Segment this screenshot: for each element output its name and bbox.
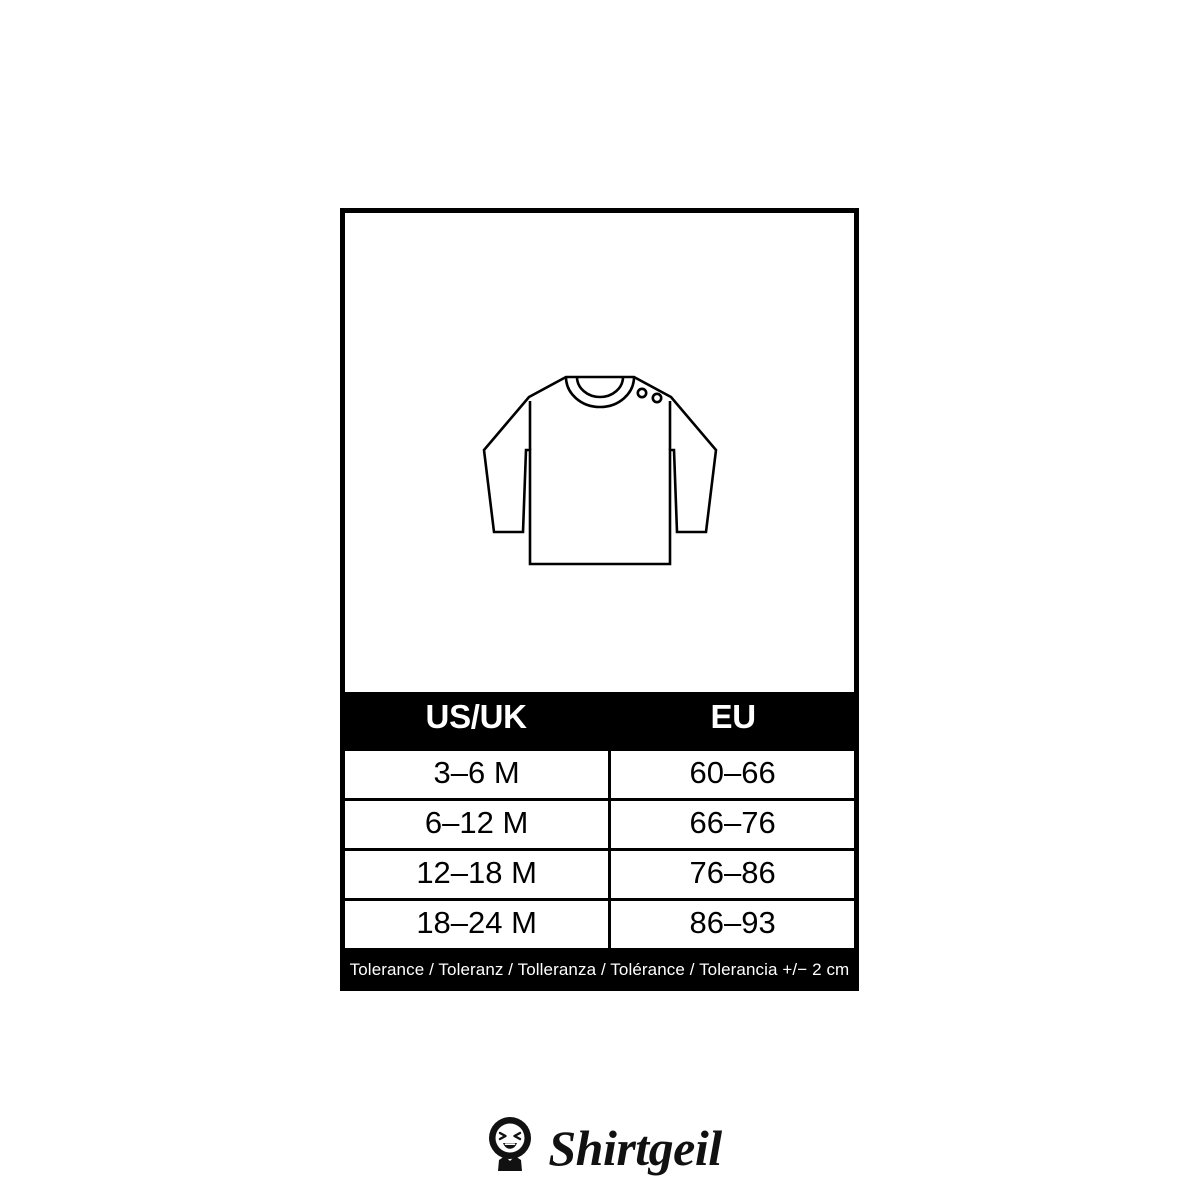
table-header-row: US/UK EU <box>342 692 857 750</box>
tolerance-note: Tolerance / Toleranz / Tolleranza / Tolé… <box>342 949 857 991</box>
table-row: 3–6 M 60–66 <box>339 748 859 801</box>
table-row: 18–24 M 86–93 <box>339 898 859 951</box>
long-sleeve-baby-shirt-icon <box>482 375 717 566</box>
cell-eu: 86–93 <box>608 898 859 951</box>
size-table: US/UK EU 3–6 M 60–66 6–12 M 66–76 12–18 … <box>339 692 859 991</box>
table-row: 6–12 M 66–76 <box>339 798 859 851</box>
cell-eu: 76–86 <box>608 848 859 901</box>
garment-illustration-area <box>345 213 854 723</box>
smiling-face-mascot-icon <box>489 1117 532 1171</box>
size-chart-frame: US/UK EU 3–6 M 60–66 6–12 M 66–76 12–18 … <box>339 208 859 991</box>
column-header-us-uk: US/UK <box>342 692 610 750</box>
cell-us-uk: 12–18 M <box>339 848 612 901</box>
table-row: 12–18 M 76–86 <box>339 848 859 901</box>
cell-us-uk: 18–24 M <box>339 898 612 951</box>
cell-eu: 66–76 <box>608 798 859 851</box>
cell-eu: 60–66 <box>608 748 859 801</box>
brand-name: Shirtgeil <box>548 1120 722 1176</box>
cell-us-uk: 6–12 M <box>339 798 612 851</box>
tolerance-note-row: Tolerance / Toleranz / Tolleranza / Tolé… <box>342 949 857 991</box>
column-header-eu: EU <box>609 692 857 750</box>
cell-us-uk: 3–6 M <box>339 748 612 801</box>
brand-logo: Shirtgeil <box>0 1103 1200 1183</box>
